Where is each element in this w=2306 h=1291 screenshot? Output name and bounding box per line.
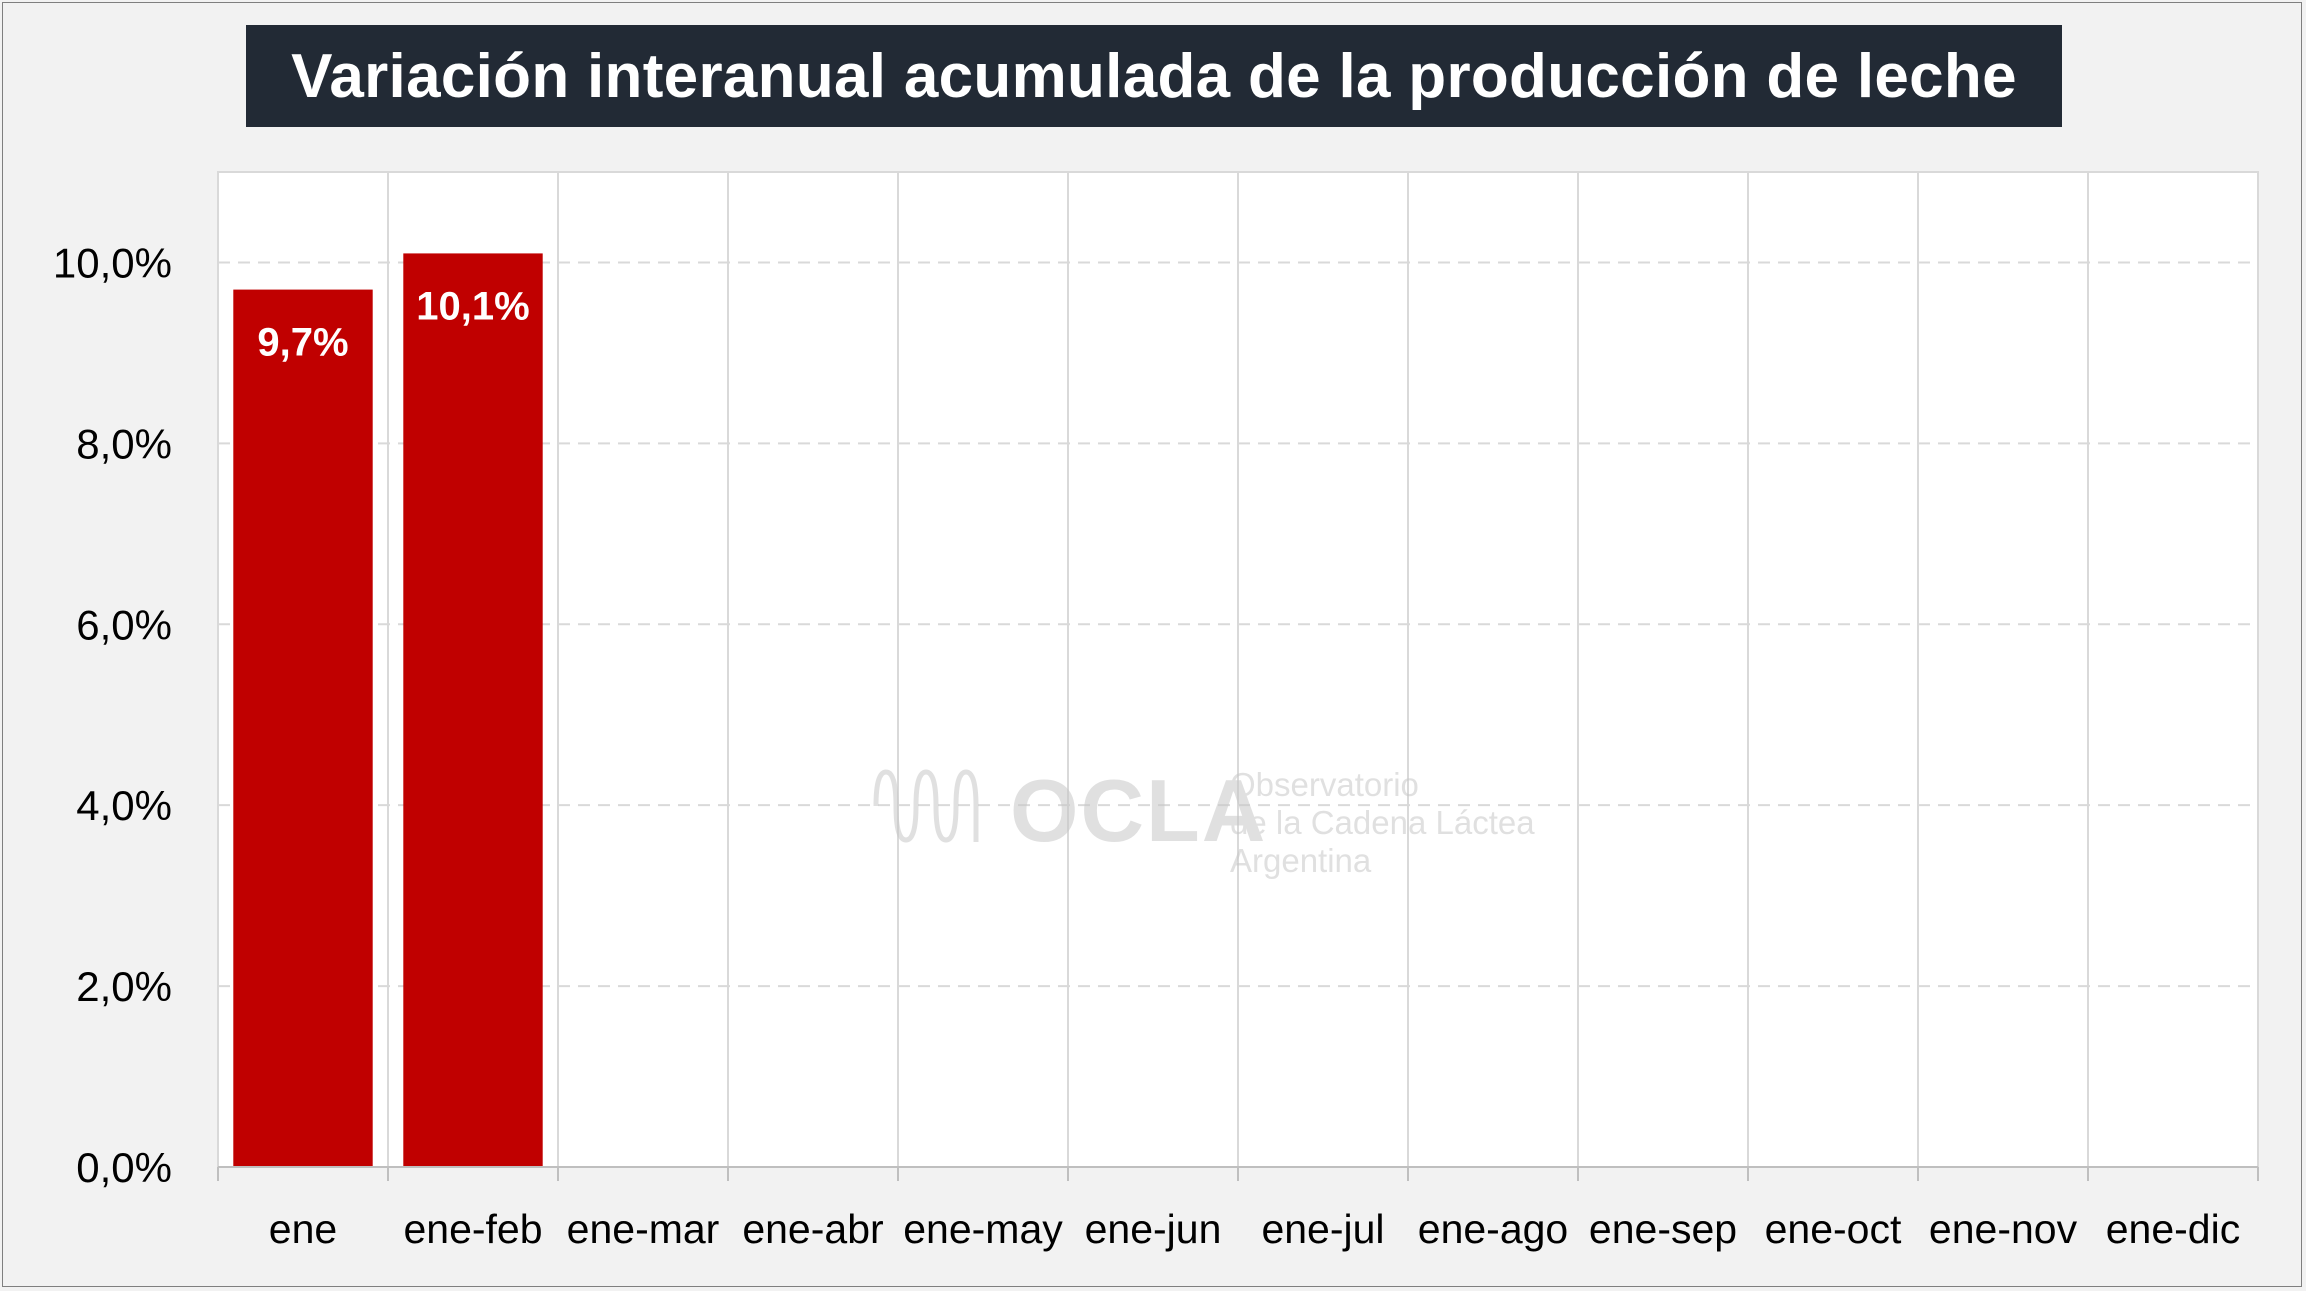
x-category-label: ene-may (903, 1206, 1063, 1252)
bar-data-label: 9,7% (257, 321, 348, 365)
watermark-line-1: Observatorio (1230, 766, 1419, 803)
y-tick-label: 6,0% (76, 601, 172, 648)
x-category-label: ene-jul (1261, 1206, 1384, 1252)
y-tick-label: 4,0% (76, 782, 172, 829)
chart-title: Variación interanual acumulada de la pro… (291, 41, 2017, 111)
bar (233, 289, 373, 1167)
x-category-label: ene-dic (2106, 1206, 2240, 1252)
x-category-label: ene-mar (567, 1206, 720, 1252)
x-category-label: ene (269, 1206, 337, 1252)
grid-layer (217, 171, 2259, 1168)
bars-layer (233, 253, 543, 1168)
x-category-label: ene-oct (1765, 1206, 1902, 1252)
y-tick-label: 0,0% (76, 1144, 172, 1191)
x-category-label: ene-ago (1418, 1206, 1568, 1252)
watermark-line-2: de la Cadena Láctea (1230, 804, 1535, 841)
bar-data-label: 10,1% (416, 284, 529, 328)
x-category-label: ene-sep (1589, 1206, 1737, 1252)
axes-layer (217, 1166, 2259, 1181)
x-category-label: ene-nov (1929, 1206, 2078, 1252)
watermark-brand: OCLA (1010, 761, 1268, 860)
x-category-label: ene-abr (742, 1206, 883, 1252)
y-tick-label: 8,0% (76, 420, 172, 467)
ocla-logo-icon (873, 769, 979, 843)
bar (403, 253, 543, 1168)
y-tick-label: 10,0% (53, 239, 172, 286)
labels-layer: 0,0% 2,0% 4,0% 6,0% 8,0% 10,0% ene ene-feb ene-m… (53, 239, 2240, 1252)
x-category-label: ene-feb (403, 1206, 542, 1252)
y-tick-label: 2,0% (76, 963, 172, 1010)
chart-title-box: Variación interanual acumulada de la pro… (246, 25, 2062, 127)
watermark-line-3: Argentina (1230, 842, 1372, 879)
x-category-label: ene-jun (1085, 1206, 1222, 1252)
